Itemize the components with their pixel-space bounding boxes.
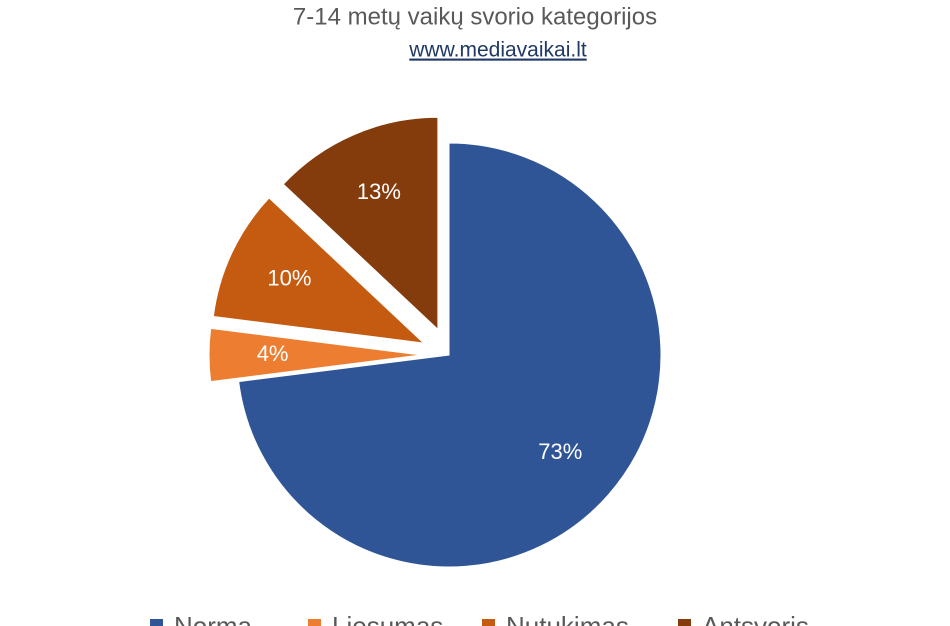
legend-label: Liesumas	[332, 611, 443, 626]
chart-subtitle: www.mediavaikai.lt	[408, 39, 587, 62]
legend-label: Norma	[174, 611, 253, 626]
data-label: 73%	[538, 439, 582, 464]
legend-label: Antsvoris	[702, 611, 809, 626]
legend-swatch	[150, 619, 163, 626]
pie-slice	[212, 197, 426, 344]
data-label: 13%	[357, 179, 401, 204]
legend-swatch	[308, 619, 321, 626]
legend-label: Nutukimas	[506, 611, 629, 626]
legend-swatch	[482, 619, 495, 626]
chart-title: 7-14 metų vaikų svorio kategorijos	[293, 3, 657, 30]
data-label: 10%	[267, 266, 311, 291]
data-label: 4%	[257, 341, 289, 366]
pie-slice	[208, 327, 422, 383]
pie-slice	[282, 116, 439, 331]
pie-slice	[238, 142, 662, 568]
legend-swatch	[678, 619, 691, 626]
